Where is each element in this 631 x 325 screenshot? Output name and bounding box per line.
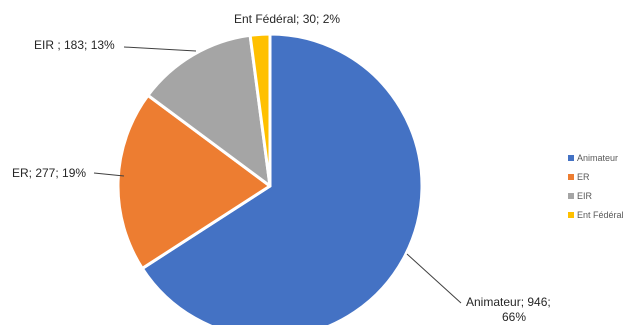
legend-label: Ent Fédéral (577, 209, 624, 220)
legend-item-eir: EIR (568, 186, 624, 205)
legend-swatch (568, 211, 574, 218)
pie-slice-animateur (140, 32, 424, 325)
leader-line-eir (123, 46, 197, 52)
leader-line-animateur (406, 253, 462, 304)
legend-label: Animateur (577, 152, 619, 163)
data-label-animateur-percent: 66% (502, 310, 526, 324)
legend-item-animateur: Animateur (568, 148, 624, 167)
data-label-animateur: Animateur; 946; (466, 295, 551, 309)
legend-swatch (568, 192, 574, 199)
legend-label: EIR (577, 190, 593, 201)
legend-label: ER (577, 171, 590, 182)
legend-swatch (568, 173, 574, 180)
legend-swatch (568, 154, 574, 161)
chart-legend: Animateur ER EIR Ent Fédéral (568, 148, 624, 224)
data-label-eir: EIR ; 183; 13% (34, 38, 115, 52)
data-label-ent-federal: Ent Fédéral; 30; 2% (234, 12, 340, 26)
legend-item-er: ER (568, 167, 624, 186)
pie-slice-eir (146, 33, 272, 188)
pie-slice-ent-federal (248, 32, 272, 188)
leader-line-er (93, 172, 125, 177)
data-label-er: ER; 277; 19% (12, 166, 86, 180)
pie-slice-er (116, 93, 272, 270)
legend-item-ent-federal: Ent Fédéral (568, 205, 624, 224)
